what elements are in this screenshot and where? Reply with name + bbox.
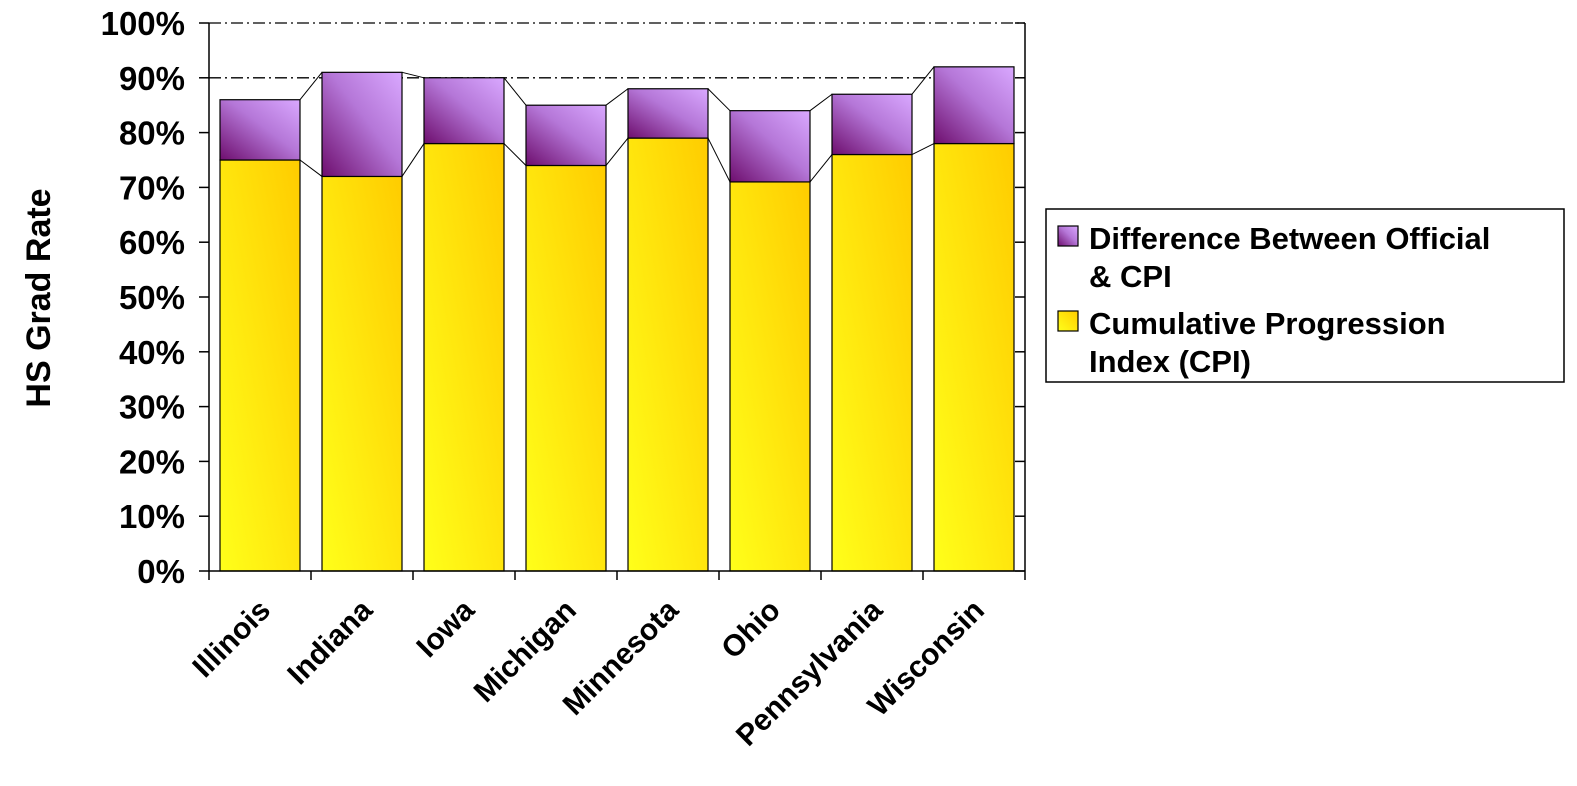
series-connector: [503, 77, 527, 106]
bar-difference: [831, 93, 913, 156]
series-connector: [809, 93, 833, 112]
bar-cpi: [219, 159, 301, 572]
series-connector: [401, 143, 425, 177]
series-connector: [401, 71, 425, 79]
legend-box: [1045, 208, 1565, 383]
y-tick-label: 0%: [137, 553, 185, 590]
y-tick-label: 60%: [119, 224, 185, 261]
x-tick-label: Illinois: [186, 594, 277, 685]
gridlines: [209, 22, 1025, 79]
series-connector: [707, 88, 731, 112]
y-tick-label: 90%: [119, 60, 185, 97]
series-connector: [605, 88, 629, 106]
legend-label: Difference Between Official: [1089, 221, 1490, 256]
x-tick-label: Indiana: [281, 593, 379, 691]
y-tick-label: 50%: [119, 279, 185, 316]
x-tick-label: Iowa: [410, 593, 481, 664]
bar-difference: [219, 99, 301, 161]
bar-cpi: [729, 181, 811, 572]
series-connector: [911, 66, 935, 95]
series-connector: [503, 143, 527, 166]
y-tick-label: 80%: [119, 115, 185, 152]
legend-label: Index (CPI): [1089, 344, 1251, 379]
y-tick-label: 100%: [101, 5, 185, 42]
y-tick-label: 10%: [119, 498, 185, 535]
bar-cpi: [525, 164, 607, 572]
y-tick-label: 70%: [119, 169, 185, 206]
y-tick-label: 40%: [119, 334, 185, 371]
bars: [219, 66, 1015, 572]
bar-difference: [729, 110, 811, 183]
legend-swatch-difference: [1057, 225, 1079, 247]
bar-difference: [423, 77, 505, 145]
series-connector: [911, 143, 935, 155]
x-tick-label: Ohio: [715, 594, 787, 666]
bar-difference: [933, 66, 1015, 145]
series-connector: [809, 154, 833, 183]
bar-connector-lines: [299, 66, 935, 183]
legend-label: Cumulative Progression: [1089, 306, 1446, 341]
legend: Difference Between Official& CPI Cumulati…: [1045, 208, 1565, 383]
bar-difference: [627, 88, 709, 139]
bar-cpi: [321, 175, 403, 572]
legend-swatch-cpi: [1057, 310, 1079, 332]
series-connector: [707, 137, 731, 183]
axes: [199, 22, 1026, 580]
bar-cpi: [423, 142, 505, 572]
legend-label: & CPI: [1089, 259, 1172, 294]
bar-difference: [321, 71, 403, 178]
series-connector: [299, 72, 323, 101]
bar-cpi: [627, 137, 709, 572]
bar-cpi: [933, 142, 1015, 572]
series-connector: [605, 137, 629, 166]
bar-cpi: [831, 153, 913, 572]
y-tick-label: 30%: [119, 389, 185, 426]
y-tick-label: 20%: [119, 443, 185, 480]
y-axis-title: HS Grad Rate: [20, 188, 58, 407]
bar-difference: [525, 104, 607, 167]
series-connector: [299, 159, 323, 177]
